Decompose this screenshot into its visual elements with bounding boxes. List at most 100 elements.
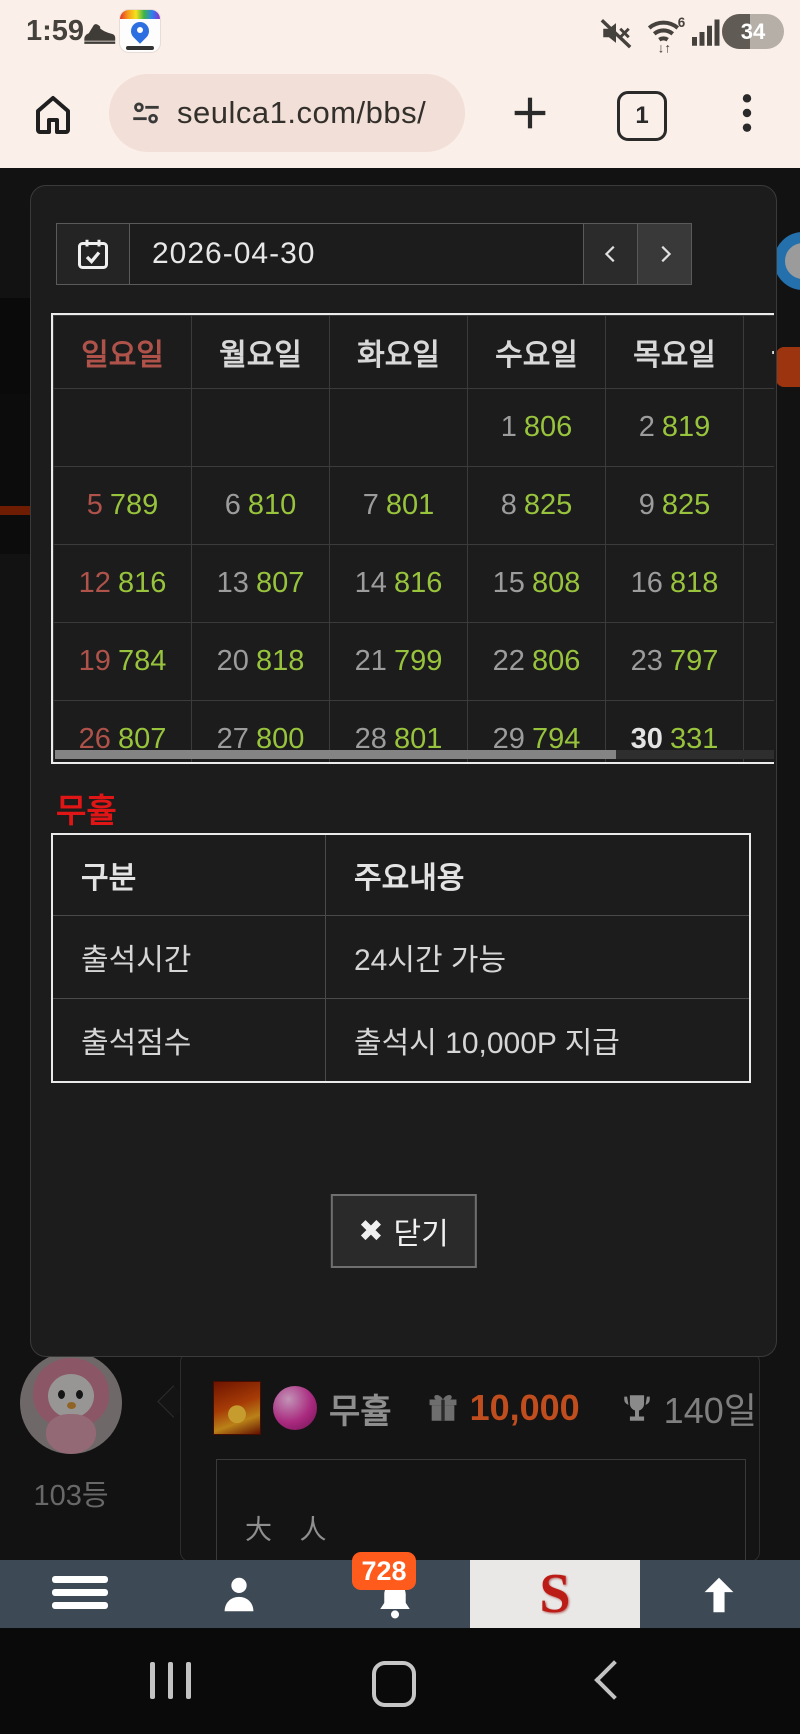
calendar-header-row: 일요일 월요일 화요일 수요일 목요일 금요일 bbox=[53, 315, 774, 389]
pin-dot bbox=[137, 27, 143, 33]
battery-fill bbox=[722, 14, 750, 49]
pin-base bbox=[126, 46, 154, 50]
calendar-cell bbox=[329, 388, 468, 467]
calendar-cell: 6 810 bbox=[191, 466, 330, 545]
attendance-info-table: 구분 주요내용 출석시간 24시간 가능 출석점수 출석시 10,000P 지급 bbox=[51, 833, 751, 1083]
wifi6-icon: 6 ↓↑ bbox=[647, 15, 685, 54]
calendar-cell: 19 784 bbox=[53, 622, 192, 701]
home-button[interactable] bbox=[29, 90, 77, 138]
clock: 1:59 bbox=[26, 15, 85, 47]
next-month-button[interactable] bbox=[637, 224, 691, 284]
recents-bar bbox=[186, 1662, 191, 1699]
calendar-cell bbox=[53, 388, 192, 467]
prev-month-button[interactable] bbox=[583, 224, 637, 284]
avatar-eye bbox=[76, 1390, 83, 1399]
user-badge-row: 무휼 10,000 140일 bbox=[213, 1381, 757, 1435]
close-button[interactable]: ✖ 닫기 bbox=[330, 1194, 477, 1268]
calendar-cell: 16 818 bbox=[605, 544, 744, 623]
notification-count: 728 bbox=[361, 1555, 407, 1586]
info-value: 24시간 가능 bbox=[325, 915, 751, 999]
tab-count: 1 bbox=[635, 102, 649, 129]
calendar-cell: 14 816 bbox=[329, 544, 468, 623]
android-recents-button[interactable] bbox=[150, 1662, 191, 1699]
info-col1-header: 구분 bbox=[51, 833, 326, 916]
date-picker: 2026-04-30 bbox=[56, 223, 692, 285]
day-header: 화요일 bbox=[329, 315, 468, 389]
attendance-modal: 2026-04-30 일요일 월요일 화요일 수요일 목요일 금요일 bbox=[30, 185, 777, 1357]
calendar-cell: 177 bbox=[743, 544, 774, 623]
calendar-cell: 108 bbox=[743, 466, 774, 545]
calendar-cell: 23 797 bbox=[605, 622, 744, 701]
calendar-scrollbar-thumb[interactable] bbox=[55, 750, 616, 759]
day-header: 금요일 bbox=[743, 315, 774, 389]
calendar-cell: 20 818 bbox=[191, 622, 330, 701]
new-tab-button[interactable] bbox=[507, 90, 553, 136]
url-bar[interactable]: seulca1.com/bbs/ bbox=[109, 74, 465, 152]
recents-bar bbox=[168, 1662, 173, 1699]
calendar-cell: 7 801 bbox=[329, 466, 468, 545]
battery-indicator: 34 bbox=[722, 14, 784, 49]
chevron-right-icon bbox=[660, 245, 671, 263]
backdrop-orange-button[interactable] bbox=[776, 347, 800, 387]
close-label: 닫기 bbox=[393, 1218, 449, 1251]
info-col2-header: 주요내용 bbox=[325, 833, 751, 916]
mute-icon bbox=[600, 19, 632, 49]
notice-username-title: 무휼 bbox=[56, 792, 117, 829]
notifications-bell-button[interactable] bbox=[372, 1578, 418, 1624]
map-pin-app-icon bbox=[120, 10, 160, 52]
notification-count-badge: 728 bbox=[352, 1552, 416, 1590]
site-logo-tile[interactable]: S bbox=[470, 1560, 640, 1628]
browser-chrome: 1:59 6 ↓↑ 34 bbox=[0, 0, 800, 168]
avatar-face bbox=[48, 1374, 94, 1418]
info-row: 출석시간 24시간 가능 bbox=[51, 915, 751, 999]
calendar-check-icon bbox=[78, 239, 108, 269]
user-avatar[interactable] bbox=[20, 1352, 122, 1454]
calendar-cell: 8 825 bbox=[467, 466, 606, 545]
day-header: 월요일 bbox=[191, 315, 330, 389]
shoe-notification-icon bbox=[84, 24, 116, 44]
backdrop-floating-button[interactable] bbox=[774, 232, 800, 290]
pink-orb-icon bbox=[273, 1386, 317, 1430]
post-username: 무휼 bbox=[329, 1392, 392, 1431]
url-text: seulca1.com/bbs/ bbox=[177, 95, 427, 130]
calendar-cell: 248 bbox=[743, 622, 774, 701]
date-value[interactable]: 2026-04-30 bbox=[152, 237, 316, 270]
gift-icon bbox=[429, 1395, 457, 1421]
svg-text:↓↑: ↓↑ bbox=[658, 40, 671, 54]
day-header-sunday: 일요일 bbox=[53, 315, 192, 389]
avatar-beak bbox=[67, 1402, 76, 1409]
calendar-cell: 5 789 bbox=[53, 466, 192, 545]
info-header-row: 구분 주요내용 bbox=[51, 833, 751, 916]
battery-percent: 34 bbox=[740, 18, 766, 44]
menu-hamburger-button[interactable] bbox=[52, 1576, 108, 1615]
day-header: 수요일 bbox=[467, 315, 606, 389]
post-bubble: 무휼 10,000 140일 大 人 bbox=[180, 1352, 760, 1562]
tab-switcher-button[interactable]: 1 bbox=[617, 91, 667, 141]
fire-badge-icon bbox=[213, 1381, 261, 1435]
calendar-cell: 37 bbox=[743, 388, 774, 467]
site-settings-icon bbox=[133, 102, 159, 124]
android-nav-bar bbox=[0, 1628, 800, 1734]
calendar-cell: 13 807 bbox=[191, 544, 330, 623]
calendar-cell: 22 806 bbox=[467, 622, 606, 701]
android-home-button[interactable] bbox=[372, 1661, 416, 1707]
calendar-cell: 21 799 bbox=[329, 622, 468, 701]
avatar-body bbox=[46, 1414, 96, 1454]
recents-bar bbox=[150, 1662, 155, 1699]
profile-button[interactable] bbox=[216, 1570, 262, 1618]
scroll-to-top-button[interactable] bbox=[696, 1572, 742, 1618]
trophy-icon bbox=[623, 1395, 650, 1421]
post-content-box: 大 人 bbox=[216, 1459, 746, 1561]
user-rank: 103등 bbox=[33, 1480, 109, 1512]
hamburger-bar bbox=[52, 1576, 108, 1583]
info-row: 출석점수 출석시 10,000P 지급 bbox=[51, 998, 751, 1083]
post-content-preview: 大 人 bbox=[245, 1515, 337, 1545]
calendar-scrollbar-track bbox=[55, 750, 774, 759]
menu-kebab-button[interactable] bbox=[735, 91, 759, 135]
